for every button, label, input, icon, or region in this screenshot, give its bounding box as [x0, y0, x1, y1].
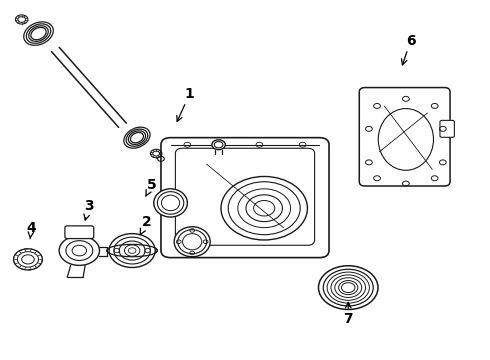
Ellipse shape — [107, 244, 157, 257]
FancyBboxPatch shape — [65, 226, 94, 239]
Text: 2: 2 — [140, 215, 151, 234]
FancyBboxPatch shape — [161, 138, 329, 258]
Text: 4: 4 — [26, 221, 36, 239]
Circle shape — [109, 234, 155, 267]
Text: 5: 5 — [146, 178, 156, 197]
Circle shape — [318, 266, 378, 310]
Ellipse shape — [154, 189, 187, 217]
Text: 6: 6 — [402, 33, 416, 65]
Text: 7: 7 — [343, 302, 353, 327]
Circle shape — [59, 236, 99, 265]
FancyBboxPatch shape — [440, 120, 454, 137]
Circle shape — [221, 176, 307, 240]
Circle shape — [14, 249, 42, 270]
FancyBboxPatch shape — [359, 87, 450, 186]
Text: 1: 1 — [177, 86, 195, 122]
Circle shape — [212, 140, 225, 150]
Ellipse shape — [174, 227, 210, 257]
Text: 3: 3 — [84, 199, 94, 220]
